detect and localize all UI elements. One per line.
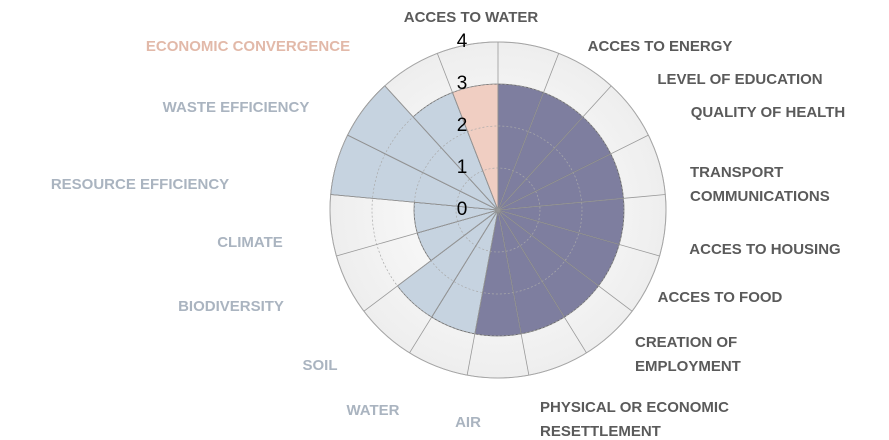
r-tick-label: 4 [457, 31, 468, 52]
spoke [436, 53, 499, 211]
category-label: WATER [346, 402, 399, 419]
grid-ring [413, 125, 583, 295]
spoke [497, 134, 649, 211]
category-label: PHYSICAL OR ECONOMIC RESETTLEMENT [540, 399, 729, 440]
spoke [497, 53, 560, 211]
spoke [497, 194, 666, 211]
spoke [497, 209, 587, 354]
category-label: SOIL [302, 357, 337, 374]
spoke [336, 209, 499, 257]
category-label: ACCES TO ENERGY [588, 38, 733, 55]
category-label: ACCES TO WATER [404, 9, 539, 26]
category-label: ACCES TO FOOD [658, 289, 783, 306]
spoke [347, 134, 499, 211]
spoke [384, 85, 499, 211]
category-label: WASTE EFFICIENCY [163, 99, 310, 116]
spoke [497, 85, 612, 211]
spoke [330, 194, 499, 211]
r-tick-label: 2 [457, 115, 468, 136]
category-label: LEVEL OF EDUCATION [657, 71, 822, 88]
category-label: CLIMATE [217, 234, 283, 251]
spoke [466, 209, 499, 376]
category-label: RESOURCE EFFICIENCY [51, 176, 229, 193]
category-label: ECONOMIC CONVERGENCE [146, 38, 350, 55]
spoke [409, 209, 499, 354]
category-label: ACCES TO HOUSING [689, 241, 840, 258]
category-label: QUALITY OF HEALTH [691, 104, 845, 121]
spoke [497, 209, 660, 257]
category-label: CREATION OF EMPLOYMENT [635, 334, 741, 375]
r-tick-label: 1 [457, 157, 468, 178]
category-label: TRANSPORT COMMUNICATIONS [690, 164, 830, 205]
spoke [497, 209, 530, 376]
spoke [497, 209, 633, 312]
category-label: AIR [455, 414, 481, 431]
r-tick-label: 0 [457, 199, 468, 220]
category-label: BIODIVERSITY [178, 298, 284, 315]
spoke [363, 209, 499, 312]
r-tick-label: 3 [457, 73, 468, 94]
